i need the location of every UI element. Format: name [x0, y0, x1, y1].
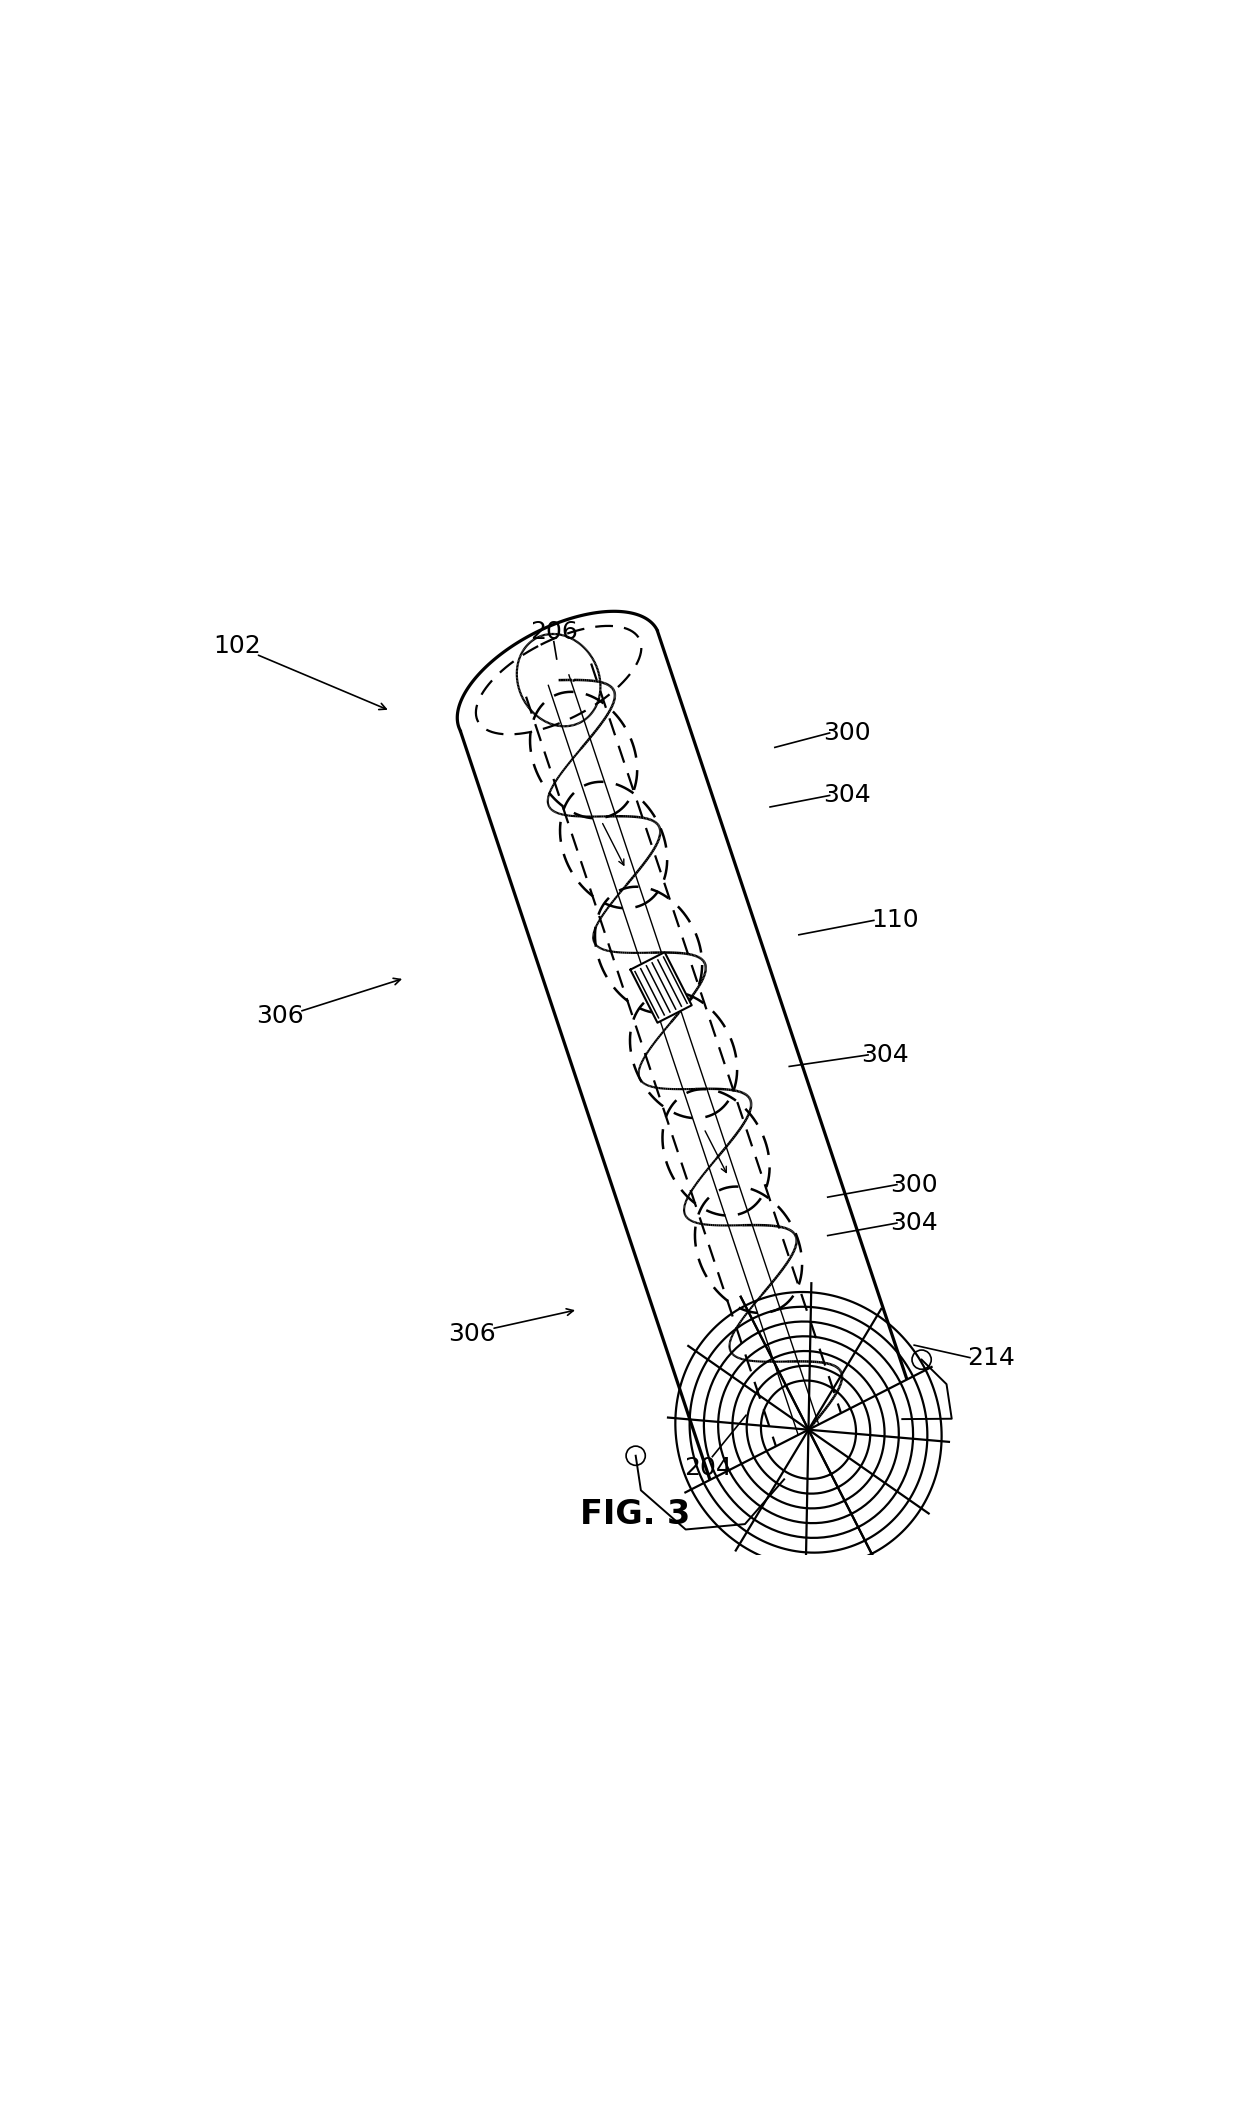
Text: 304: 304	[890, 1210, 939, 1236]
Text: 300: 300	[823, 721, 870, 744]
Polygon shape	[630, 953, 692, 1023]
Text: 304: 304	[823, 783, 870, 808]
Text: 304: 304	[862, 1042, 909, 1068]
Text: 110: 110	[872, 908, 919, 932]
Text: 306: 306	[255, 1004, 304, 1029]
Text: 214: 214	[967, 1346, 1016, 1370]
Text: 204: 204	[683, 1457, 732, 1480]
Text: 306: 306	[448, 1321, 496, 1346]
Text: FIG. 3: FIG. 3	[580, 1497, 691, 1531]
Text: 102: 102	[213, 634, 260, 659]
Text: 300: 300	[890, 1172, 937, 1198]
Text: 206: 206	[529, 621, 578, 644]
